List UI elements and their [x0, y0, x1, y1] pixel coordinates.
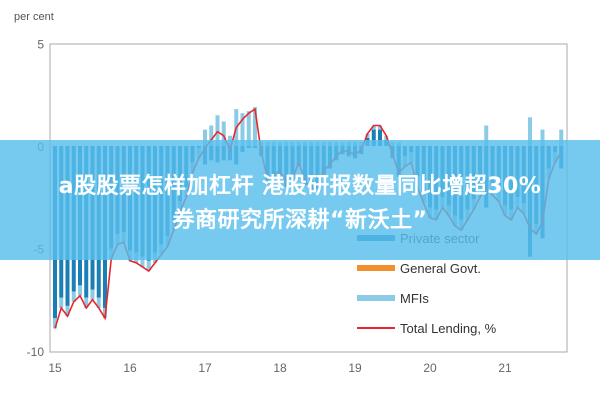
x-tick-label: 16: [123, 361, 137, 375]
mfis-bar: [246, 111, 251, 146]
x-tick-label: 17: [198, 361, 212, 375]
mfis-bar: [65, 305, 70, 317]
mfis-bar: [378, 125, 382, 130]
mfis-bar: [209, 125, 214, 146]
x-tick-label: 15: [48, 361, 62, 375]
x-tick-label: 21: [498, 361, 512, 375]
mfis-bar: [71, 291, 76, 302]
y-tick-label: 5: [37, 38, 44, 52]
mfis-bar: [146, 260, 151, 272]
private-sector-bar: [378, 129, 382, 146]
mfis-bar: [90, 289, 95, 300]
legend-label: General Govt.: [400, 261, 481, 276]
mfis-bar: [96, 297, 101, 308]
headline-banner[interactable]: a股股票怎样加杠杆 港股研报数量同比增超30% 券商研究所深耕“新沃土”: [0, 140, 600, 260]
headline-line-2: 券商研究所深耕“新沃土”: [172, 208, 428, 233]
mfis-bar: [484, 125, 489, 146]
mfis-bar: [253, 107, 257, 146]
mfis-bar: [78, 285, 82, 296]
y-tick-label: -10: [27, 345, 45, 359]
mfis-bar: [540, 129, 545, 146]
y-axis-label: per cent: [14, 11, 54, 23]
x-tick-label: 18: [273, 361, 287, 375]
mfis-bar: [53, 318, 57, 329]
legend-swatch: [357, 295, 395, 301]
mfis-bar: [84, 297, 89, 308]
x-tick-label: 19: [348, 361, 362, 375]
mfis-bar: [559, 129, 564, 146]
legend-label: MFIs: [400, 291, 429, 306]
mfis-bar: [371, 125, 376, 130]
mfis-bar: [528, 117, 532, 146]
private-sector-bar: [371, 129, 376, 146]
legend-swatch: [357, 265, 395, 271]
mfis-bar: [203, 129, 207, 146]
mfis-bar: [140, 256, 145, 267]
x-tick-label: 20: [423, 361, 437, 375]
mfis-bar: [59, 297, 64, 308]
mfis-bar: [215, 115, 220, 146]
headline-line-1: a股股票怎样加杠杆 港股研报数量同比增超30%: [58, 174, 542, 199]
mfis-bar: [221, 121, 226, 146]
mfis-bar: [240, 113, 245, 146]
legend-label: Total Lending, %: [400, 321, 497, 336]
